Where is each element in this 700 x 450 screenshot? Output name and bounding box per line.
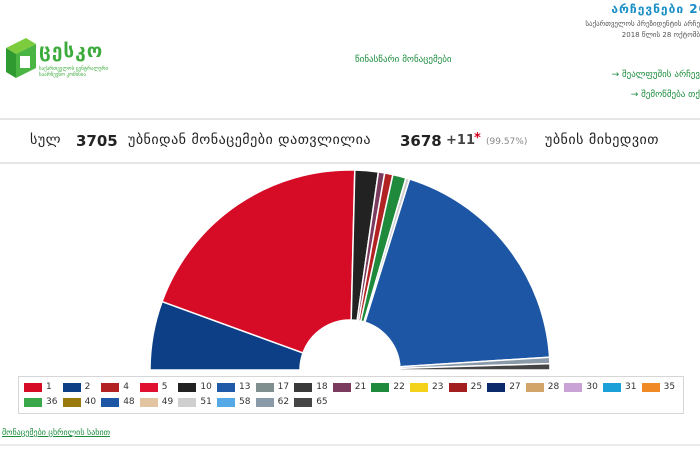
legend-label: 4 bbox=[123, 382, 129, 392]
legend-label: 28 bbox=[547, 382, 560, 392]
header-link-b[interactable]: → შემოწმება თქ bbox=[630, 90, 700, 100]
legend-label: 22 bbox=[393, 382, 405, 392]
legend-swatch bbox=[178, 398, 197, 407]
header-link-a[interactable]: → შეალფუშის არჩევ bbox=[611, 70, 700, 80]
legend-swatch bbox=[24, 398, 42, 407]
logo-name: ცესკო bbox=[39, 40, 104, 62]
logo-subtitle: საქართველოს ცენტრალური საარჩევნო კომისია bbox=[39, 66, 109, 78]
legend-label: 30 bbox=[586, 382, 598, 392]
legend-swatch bbox=[448, 383, 467, 392]
site-header: ცესკო საქართველოს ცენტრალური საარჩევნო კ… bbox=[0, 0, 700, 118]
legend-swatch bbox=[62, 383, 81, 392]
legend-swatch bbox=[487, 383, 506, 392]
legend-swatch bbox=[101, 398, 120, 407]
legend-swatch bbox=[603, 383, 621, 392]
total-precincts: 3705 bbox=[76, 132, 118, 150]
election-subtitle: საქართველოს პრეზიდენტის არჩე bbox=[585, 20, 700, 28]
preliminary-data-link[interactable]: წინასწარი მონაცემები bbox=[355, 55, 452, 65]
data-table-link[interactable]: მონაცემები ცხრილის სახით bbox=[2, 428, 111, 437]
slice-party-48[interactable] bbox=[363, 178, 551, 368]
legend-label: 23 bbox=[432, 382, 444, 392]
legend-label: 35 bbox=[663, 382, 676, 392]
results-chart bbox=[0, 162, 700, 374]
legend-swatch bbox=[332, 383, 351, 392]
legend-swatch bbox=[217, 398, 235, 407]
legend-label: 36 bbox=[46, 397, 58, 407]
legend-swatch bbox=[564, 383, 583, 392]
cesko-logo[interactable]: ცესკო საქართველოს ცენტრალური საარჩევნო კ… bbox=[2, 30, 122, 90]
counted-percent: (99.57%) bbox=[486, 137, 528, 147]
legend-swatch bbox=[525, 383, 544, 392]
legend-label: 21 bbox=[354, 382, 367, 392]
semicircle-chart bbox=[149, 169, 551, 371]
legend-swatch bbox=[255, 383, 274, 392]
total-label: სულ bbox=[30, 132, 62, 148]
counted-precincts: 3678 bbox=[400, 132, 442, 150]
legend-label: 62 bbox=[277, 397, 290, 407]
legend-label: 27 bbox=[509, 382, 521, 392]
legend-swatch bbox=[24, 383, 42, 392]
legend-label: 18 bbox=[316, 382, 328, 392]
legend-label: 48 bbox=[123, 397, 135, 407]
legend-swatch bbox=[294, 398, 313, 407]
election-date: 2018 წლის 28 ოქტომბ bbox=[621, 31, 700, 39]
slice-party-65[interactable] bbox=[399, 362, 551, 371]
legend-swatch bbox=[101, 383, 120, 392]
legend-swatch bbox=[62, 398, 81, 407]
legend-label: 25 bbox=[470, 382, 483, 392]
legend-label: 49 bbox=[161, 397, 174, 407]
extra-precincts: +11 bbox=[446, 133, 475, 148]
legend-label: 31 bbox=[625, 382, 637, 392]
legend-swatch bbox=[255, 398, 274, 407]
legend-swatch bbox=[139, 383, 158, 392]
slice-party-1[interactable] bbox=[161, 169, 356, 354]
legend-label: 58 bbox=[239, 397, 251, 407]
legend-swatch bbox=[410, 383, 428, 392]
legend-label: 10 bbox=[200, 382, 212, 392]
legend-label: 17 bbox=[277, 382, 290, 392]
election-title: არჩევნები 20 bbox=[611, 2, 700, 16]
legend-swatch bbox=[641, 383, 660, 392]
legend-swatch bbox=[139, 398, 158, 407]
legend-swatch bbox=[294, 383, 313, 392]
footer-divider bbox=[0, 444, 700, 446]
legend-label: 65 bbox=[316, 397, 328, 407]
legend-label: 2 bbox=[84, 382, 91, 392]
counting-status-bar: სულ 3705 უბნიდან მონაცემები დათვლილია 36… bbox=[0, 118, 700, 164]
legend-label: 1 bbox=[46, 382, 52, 392]
legend-swatch bbox=[371, 383, 390, 392]
by-precinct-label: უბნის მიხედვით bbox=[545, 132, 659, 148]
footnote-star: * bbox=[474, 131, 481, 146]
legend-label: 13 bbox=[239, 382, 251, 392]
ballot-box-icon bbox=[6, 38, 36, 78]
legend-label: 51 bbox=[200, 397, 212, 407]
legend-swatch bbox=[178, 383, 197, 392]
counted-label: უბნიდან მონაცემები დათვლილია bbox=[128, 132, 372, 148]
chart-legend: 1 2 4 5 10 13 17 18 21 22 23 25 27 28 30 31 35 36 40 48 49 51… bbox=[18, 376, 684, 414]
legend-label: 40 bbox=[84, 397, 97, 407]
legend-label: 5 bbox=[161, 382, 168, 392]
legend-swatch bbox=[217, 383, 235, 392]
